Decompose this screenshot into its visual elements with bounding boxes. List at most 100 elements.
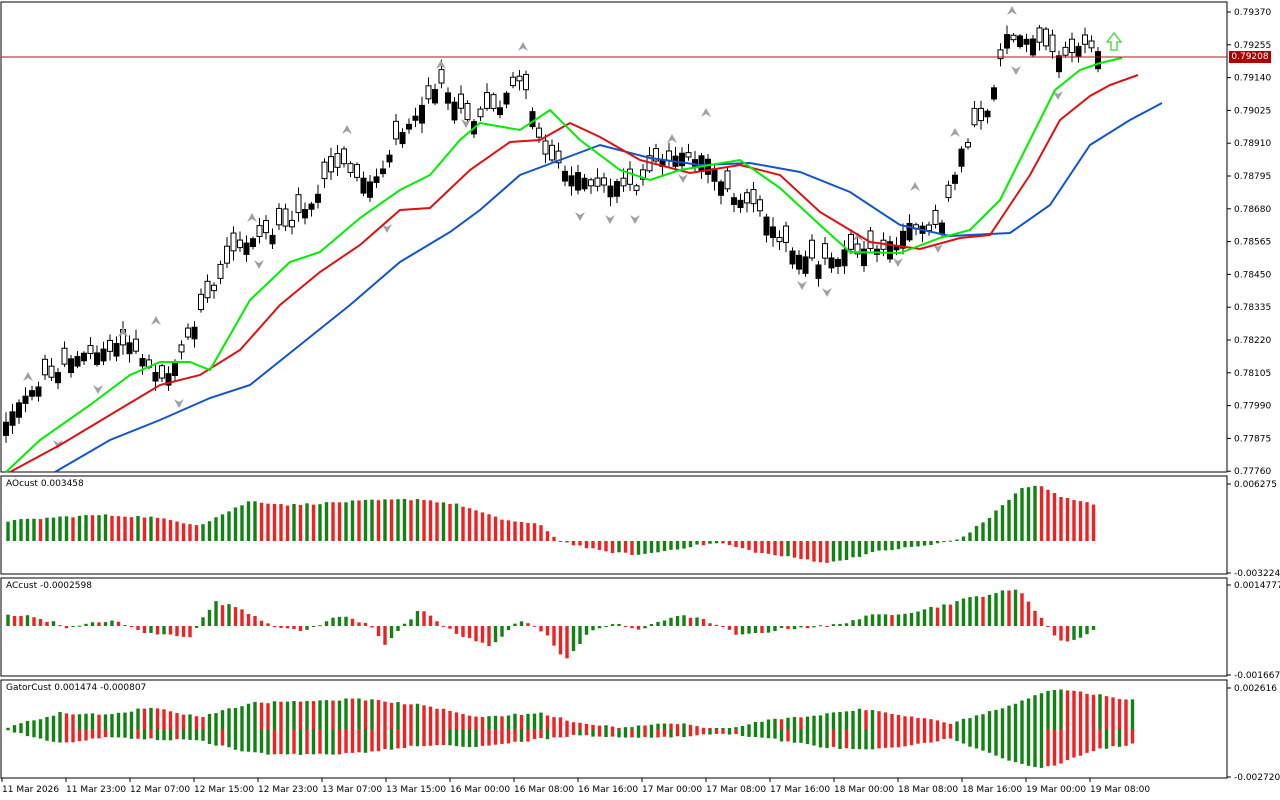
ac-bar (461, 626, 465, 637)
ao-bar (97, 515, 101, 541)
candle-body (484, 92, 490, 109)
ao-bar (961, 536, 966, 541)
gator-upper-bar (987, 711, 992, 729)
candle-body (3, 421, 9, 436)
ao-bar (480, 512, 485, 541)
ac-bar (344, 616, 348, 626)
gator-lower-bar (1072, 729, 1076, 758)
gator-upper-bar (909, 716, 914, 729)
candle-body (770, 226, 776, 238)
gator-lower-bar (506, 729, 511, 744)
candle-body (685, 152, 692, 158)
gator-lower-bar (311, 729, 316, 755)
candle-body (152, 371, 159, 382)
candle-body (250, 238, 256, 248)
gator-lower-bar (630, 729, 634, 738)
candle-body (425, 85, 432, 100)
candle-body (841, 249, 848, 267)
gator-lower-bar (701, 729, 706, 735)
price-tick-label: 0.78910 (1234, 139, 1271, 149)
indicator-tick-label: -0.002720 (1234, 773, 1280, 783)
candle-body (796, 254, 802, 270)
ao-bar (272, 503, 277, 541)
candle-body (581, 177, 588, 190)
ao-bar (643, 541, 647, 554)
gator-upper-bar (779, 719, 784, 729)
gator-lower-bar (760, 729, 764, 738)
gator-upper-bar (435, 708, 439, 729)
ac-bar (669, 617, 673, 626)
ao-bar (805, 541, 810, 560)
ac-pane-frame (0, 577, 1228, 677)
ac-bar (285, 626, 290, 629)
ao-bar (207, 521, 212, 541)
fractal-down-icon (893, 258, 903, 267)
fractal-up-icon (1007, 6, 1017, 15)
gator-upper-bar (623, 727, 628, 729)
current-price-badge: 0.79208 (1229, 51, 1271, 63)
ao-bar (773, 541, 777, 556)
ao-bar (675, 541, 680, 550)
gator-upper-bar (207, 713, 212, 729)
ao-bar (38, 519, 43, 541)
gator-lower-bar (97, 729, 101, 739)
ao-bar (1013, 493, 1018, 541)
indicator-tick-label: -0.0016673 (1234, 671, 1280, 681)
candle-body (698, 155, 705, 173)
candle-body (1095, 51, 1101, 70)
gator-upper-bar (194, 716, 199, 729)
gator-lower-bar (539, 729, 543, 739)
candle-body (477, 108, 484, 118)
gator-upper-bar (233, 708, 238, 729)
ac-bar (90, 622, 95, 626)
ao-bar (597, 541, 602, 550)
price-tick-label: 0.79255 (1234, 41, 1271, 51)
price-axis: 0.79370 0.79255 0.79140 0.79025 0.78910 0.787… (1227, 8, 1271, 477)
ao-bar (688, 541, 693, 548)
gator-upper-bar (357, 698, 361, 729)
ao-bar (162, 518, 166, 541)
ac-bar (32, 617, 36, 626)
gator-upper-bar (110, 714, 114, 729)
gator-upper-bar (227, 708, 231, 729)
ao-bar (604, 541, 608, 552)
gator-upper-bar (766, 719, 771, 729)
gator-upper-bar (831, 712, 836, 729)
candle-body (607, 185, 614, 198)
ac-bar (864, 615, 868, 626)
gator-upper-bar (32, 720, 36, 729)
candle-body (1023, 38, 1030, 45)
gator-upper-bar (994, 709, 998, 729)
candle-body (549, 144, 555, 161)
candle-body (828, 257, 835, 269)
ao-pane-frame (0, 475, 1228, 575)
ac-bar (630, 626, 634, 629)
ao-bar (214, 517, 218, 541)
candle-body (965, 141, 971, 148)
gator-upper-bar (448, 710, 452, 729)
gator-upper-bar (168, 711, 173, 729)
gator-lower-bar (1085, 729, 1089, 753)
gator-lower-bar (461, 729, 465, 747)
gator-upper-bar (805, 716, 810, 729)
ao-bar (883, 541, 888, 551)
candle-body (393, 120, 399, 140)
ac-bar (474, 626, 478, 642)
ac-bar (25, 615, 30, 626)
gator-lower-bar (1052, 729, 1057, 766)
ac-bar (500, 626, 504, 637)
gator-lower-bar (305, 729, 309, 755)
ac-bar (409, 619, 413, 626)
candle-body (360, 177, 367, 194)
ac-bar (870, 614, 875, 626)
candle-body (354, 164, 360, 178)
ac-bar (1078, 626, 1083, 638)
ac-bar (558, 626, 563, 655)
ac-bar (1039, 617, 1044, 626)
gator-lower-bar (688, 729, 693, 737)
fractal-up-icon (342, 125, 352, 134)
candle-body (1004, 34, 1010, 49)
gator-lower-bar (324, 729, 329, 755)
ac-bar (110, 620, 114, 626)
